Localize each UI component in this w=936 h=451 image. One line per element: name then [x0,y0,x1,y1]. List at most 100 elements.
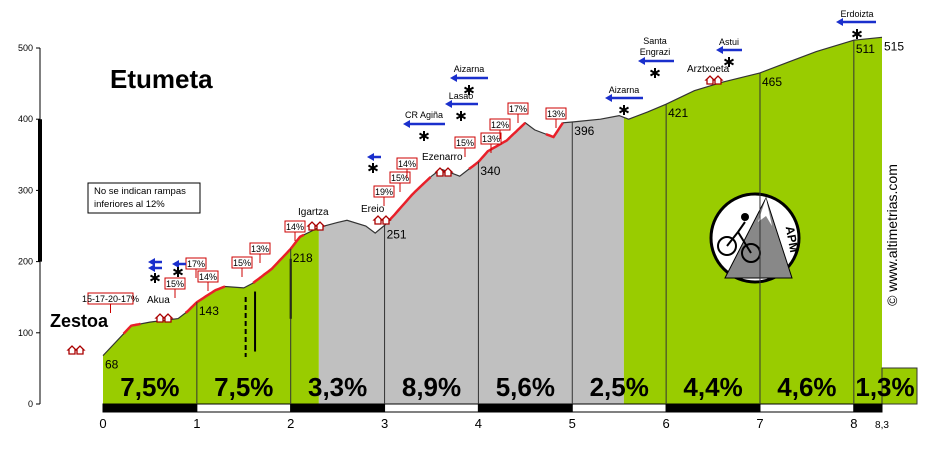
color-band [318,37,624,404]
place-label: Arztxoeta [687,64,730,75]
y-tick-label: 100 [18,328,33,338]
y-tick-label: 200 [18,257,33,267]
steep-ramp [545,122,564,139]
asterisk [368,163,378,173]
asterisk [464,85,474,95]
house-icon [712,75,724,85]
km-bar [665,403,761,413]
junction-arrow-head [450,74,457,82]
house-icon [704,75,716,85]
km-bar [290,403,386,413]
gradient-label: 1,3% [855,372,914,402]
place-label: Zestoa [50,311,109,331]
x-tick-label: 3 [381,416,388,431]
asterisk [724,57,734,67]
junction-arrow-head [716,46,723,54]
ramp-label: 14% [398,159,416,169]
house-icon [154,313,166,323]
junction-arrow-head [403,120,410,128]
junction-arrow-head [638,57,645,65]
km-bar [759,403,855,413]
junction-label: Santa [643,36,667,46]
altitude-label: 251 [387,227,407,241]
junction-arrow-head [445,100,452,108]
gradient-label: 7,5% [214,372,273,402]
house-icon [66,345,78,355]
x-tick-label: 5 [569,416,576,431]
asterisk [852,29,862,39]
junction-arrow-head [605,94,612,102]
altitude-label: 396 [574,124,594,138]
x-tick-label: 1 [193,416,200,431]
house-icon [162,313,174,323]
y-tick-label: 0 [28,399,33,409]
ramp-label: 13% [482,134,500,144]
ramp-label: 17% [509,104,527,114]
logo: APM [709,192,801,284]
house-icon [314,221,326,231]
ramp-label: 15-17-20-17% [82,294,139,304]
house-icon [372,215,384,225]
ramp-label: 13% [547,109,565,119]
x-tick-label: 8,3 [875,420,889,431]
steep-ramp [468,121,527,171]
house-icon [306,221,318,231]
steep-ramp [252,233,305,284]
asterisk [173,267,183,277]
note: No se indican rampas [94,186,186,197]
altitude-label: 421 [668,106,688,120]
gradient-label: 3,3% [308,372,367,402]
junction-label: Engrazi [640,47,671,57]
km-bar [571,403,667,413]
ramp-label: 15% [456,138,474,148]
place-label: Ezenarro [422,152,463,163]
asterisk [650,68,660,78]
altitude-label: 218 [293,251,313,265]
gradient-label: 4,6% [777,372,836,402]
ramp-label: 15% [391,173,409,183]
x-tick-label: 7 [756,416,763,431]
note: inferiores al 12% [94,199,165,210]
junction-label: Astui [719,37,739,47]
junction-arrow-head [836,18,843,26]
house-icon [74,345,86,355]
ramp-label: 13% [251,244,269,254]
x-tick-label: 0 [99,416,106,431]
altitude-label: 515 [884,39,904,53]
y-tick-label: 300 [18,185,33,195]
house-icon [434,167,446,177]
gradient-label: 5,6% [496,372,555,402]
end-box [881,367,918,405]
x-tick-label: 2 [287,416,294,431]
x-tick-label: 8 [850,416,857,431]
asterisk [419,131,429,141]
place-label: Ereio [361,204,385,215]
ramp-label: 17% [187,259,205,269]
junction-label: Aizarna [454,64,485,74]
steep-ramp [184,285,226,314]
altitude-label: 511 [856,42,875,56]
ramp-label: 15% [233,258,251,268]
asterisk [150,273,160,283]
profile [102,36,883,357]
x-tick-label: 6 [663,416,670,431]
gradient-label: 4,4% [683,372,742,402]
junction-arrow-head [148,258,155,266]
junction-arrow-head [148,264,155,272]
place-label: Igartza [298,207,329,218]
ramp-label: 15% [166,279,184,289]
note-box [87,182,201,214]
km-bar [853,403,883,413]
altitude-label: 340 [480,164,500,178]
place-label: Akua [147,295,170,306]
ramp-label: 19% [375,187,393,197]
gradient-label: 7,5% [120,372,179,402]
km-bar [102,403,198,413]
junction-label: Aizarna [609,85,640,95]
credit: © www.altimetrias.com [884,164,900,306]
altitude-label: 68 [105,358,119,372]
gradient-label: 8,9% [402,372,461,402]
steep-ramp [122,322,141,335]
junction-label: CR Agiña [405,110,443,120]
